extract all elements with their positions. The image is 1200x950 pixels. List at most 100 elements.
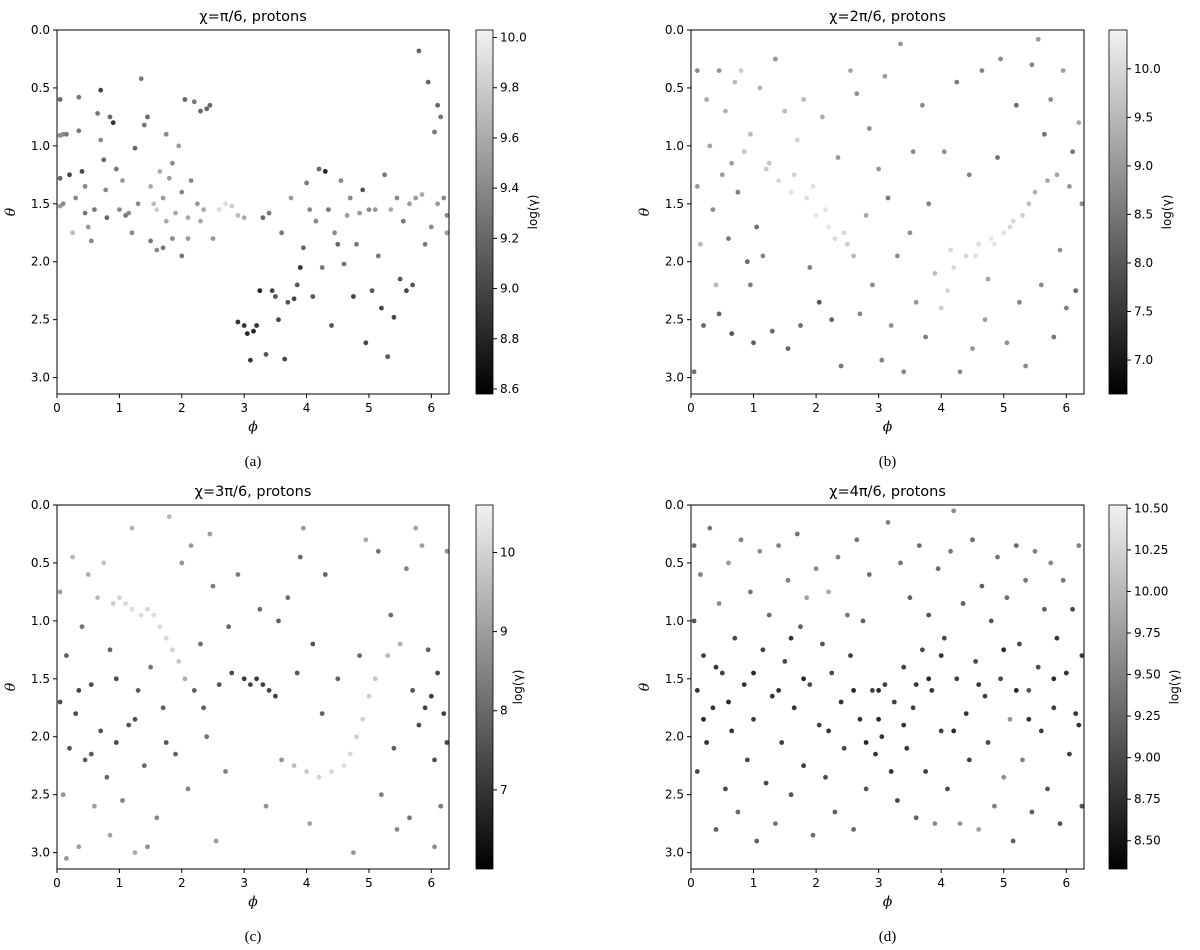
x-tick-label: 2 <box>178 876 186 890</box>
scatter-point <box>241 323 247 328</box>
x-tick-label: 0 <box>53 401 61 415</box>
scatter-point <box>957 369 963 375</box>
scatter-point <box>432 757 437 763</box>
scatter-point <box>801 97 806 102</box>
scatter-point <box>913 299 919 305</box>
scatter-point <box>885 195 891 201</box>
scatter-point <box>322 572 328 577</box>
scatter-point <box>710 207 716 213</box>
scatter-point <box>854 91 860 97</box>
scatter-point <box>1048 97 1054 102</box>
scatter-point <box>179 560 185 566</box>
scatter-point <box>335 241 341 247</box>
scatter-point <box>826 224 831 230</box>
x-tick-label: 2 <box>178 401 186 415</box>
scatter-point <box>188 178 194 184</box>
colorbar-tick-label: 9.4 <box>500 181 519 195</box>
scatter-point <box>229 670 235 676</box>
scatter-point <box>729 160 735 166</box>
scatter-point <box>201 705 207 711</box>
scatter-point <box>691 369 697 375</box>
scatter-point <box>845 241 850 247</box>
scatter-point <box>694 769 700 774</box>
scatter-point <box>204 734 210 740</box>
scatter-point <box>751 716 756 722</box>
scatter-point <box>126 722 132 728</box>
scatter-point <box>82 210 88 216</box>
scatter-point <box>382 172 387 178</box>
scatter-point <box>926 201 932 207</box>
scatter-point <box>951 508 957 514</box>
colorbar-tick-label: 8 <box>500 704 508 718</box>
scatter-point <box>179 189 185 195</box>
scatter-point <box>394 195 400 201</box>
colorbar-tick-label: 10.00 <box>1134 584 1168 598</box>
scatter-point <box>1073 711 1079 716</box>
scatter-point <box>375 548 381 554</box>
scatter-point <box>413 195 419 201</box>
scatter-point <box>1004 595 1010 601</box>
scatter-point <box>304 180 309 186</box>
colorbar-tick-label: 7 <box>500 783 508 797</box>
scatter-point <box>313 218 319 224</box>
scatter-point <box>170 160 175 166</box>
subplot-1: χ=π/6, protons 0 1 2 3 4 5 6 0.0 0.5 1.0 1.5 2.0 2.5 3… <box>3 9 540 470</box>
scatter-point <box>719 670 725 676</box>
colorbar-tick-label: 9.5 <box>1134 110 1153 124</box>
y-axis-label: θ <box>3 682 19 691</box>
scatter-point <box>64 131 69 137</box>
scatter-point <box>826 589 831 595</box>
scatter-point <box>1045 786 1050 792</box>
x-tick-label: 1 <box>116 876 124 890</box>
scatter-point <box>1032 548 1038 554</box>
scatter-point <box>316 774 322 780</box>
scatter-point <box>354 241 359 247</box>
x-tick-label: 2 <box>812 401 820 415</box>
scatter-point <box>391 745 397 751</box>
scatter-point <box>79 169 85 174</box>
scatter-point <box>154 207 160 213</box>
plot-title: χ=2π/6, protons <box>829 9 946 25</box>
scatter-point <box>425 79 431 85</box>
scatter-point <box>148 238 154 244</box>
scatter-point <box>788 792 794 798</box>
scatter-point <box>329 769 334 774</box>
scatter-point <box>141 763 147 769</box>
scatter-point <box>957 821 963 826</box>
scatter-point <box>235 572 241 577</box>
scatter-point <box>301 525 306 531</box>
scatter-point <box>129 606 135 612</box>
y-tick-label: 2.5 <box>665 313 684 327</box>
scatter-point <box>882 682 888 687</box>
scatter-point <box>170 647 175 653</box>
y-tick-label: 3.0 <box>665 846 684 860</box>
scatter-point <box>854 537 860 543</box>
scatter-point <box>1023 577 1028 583</box>
scatter-point <box>832 236 838 242</box>
scatter-point <box>848 653 853 658</box>
scatter-point <box>823 774 828 780</box>
scatter-point <box>166 175 172 181</box>
scatter-point <box>916 543 922 548</box>
scatter-point <box>776 688 781 693</box>
scatter-point <box>223 201 228 207</box>
scatter-point <box>998 56 1003 62</box>
scatter-point <box>207 531 213 537</box>
scatter-point <box>216 682 222 687</box>
scatter-point <box>341 261 347 267</box>
x-axis-label: ϕ <box>883 419 893 435</box>
scatter-point <box>863 786 869 792</box>
scatter-point <box>113 166 119 172</box>
scatter-point <box>444 230 450 236</box>
scatter-point <box>294 670 300 676</box>
scatter-point <box>735 189 741 195</box>
scatter-point <box>248 357 253 363</box>
scatter-point <box>444 548 450 554</box>
scatter-point <box>691 618 697 624</box>
scatter-point <box>929 688 935 693</box>
scatter-point <box>113 676 119 682</box>
scatter-point <box>704 97 709 102</box>
scatter-point <box>820 641 825 647</box>
scatter-point <box>310 294 316 299</box>
x-tick-label: 4 <box>937 876 945 890</box>
